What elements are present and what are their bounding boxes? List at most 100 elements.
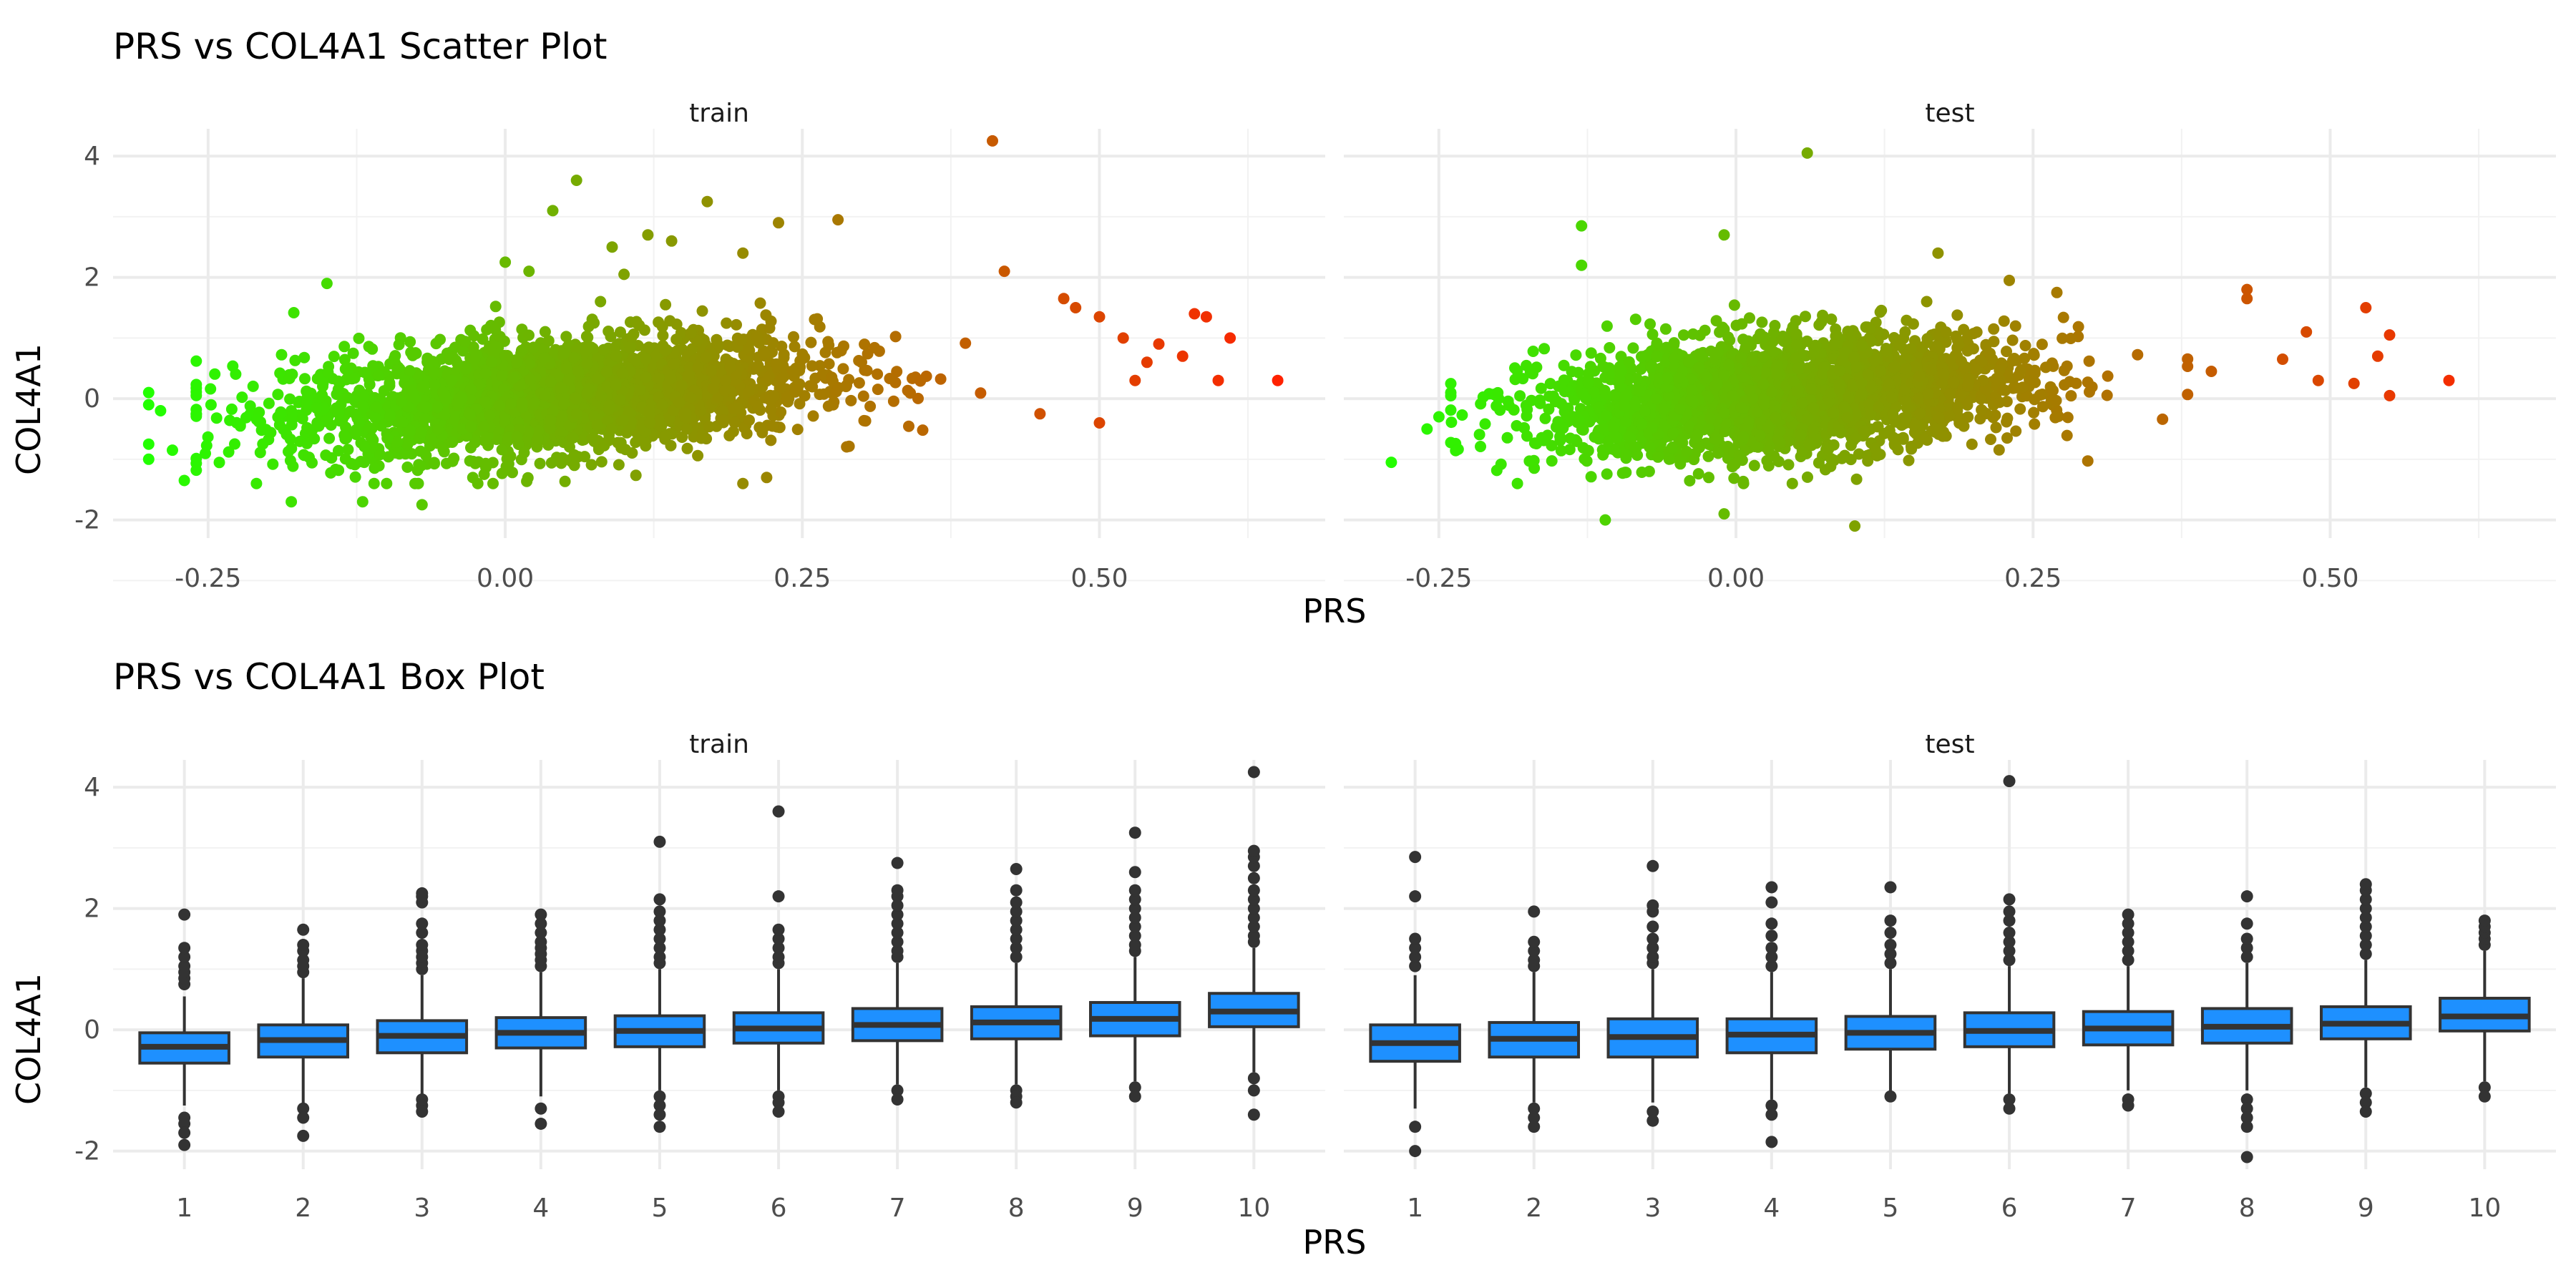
scatter-point: [350, 408, 361, 420]
scatter-point: [465, 421, 477, 433]
scatter-point: [670, 318, 683, 331]
scatter-point: [317, 380, 328, 392]
scatter-point: [1588, 386, 1600, 399]
scatter-point: [496, 444, 508, 456]
scatter-point: [469, 436, 481, 449]
scatter-point: [643, 341, 655, 353]
scatter-point: [2057, 311, 2069, 323]
scatter-point: [347, 347, 359, 359]
scatter-point: [668, 404, 680, 416]
scatter-point: [348, 372, 361, 384]
scatter-point: [1962, 411, 1974, 423]
scatter-point: [805, 336, 817, 348]
scatter-point: [456, 393, 468, 404]
scatter-point: [1479, 418, 1491, 430]
scatter-point: [562, 374, 575, 386]
scatter-point: [1714, 326, 1726, 338]
scatter-point: [1604, 342, 1616, 353]
scatter-point: [236, 391, 248, 404]
scatter-point: [190, 389, 203, 401]
scatter-point: [1869, 442, 1881, 454]
scatter-point: [2028, 406, 2040, 419]
scatter-point: [791, 424, 804, 436]
scatter-point: [479, 457, 492, 469]
scatter-point: [545, 457, 557, 469]
scatter-point: [356, 496, 369, 508]
scatter-point: [1492, 386, 1504, 399]
scatter-point: [1034, 408, 1046, 420]
scatter-point: [332, 375, 344, 387]
scatter-point: [439, 409, 451, 421]
scatter-point: [491, 434, 502, 445]
scatter-point: [523, 265, 535, 278]
scatter-point: [884, 373, 896, 384]
scatter-point: [2182, 361, 2194, 372]
scatter-point: [544, 422, 556, 434]
scatter-point: [1473, 429, 1485, 441]
scatter-point: [230, 368, 242, 380]
scatter-point: [244, 400, 256, 412]
scatter-point: [339, 453, 351, 465]
scatter-point: [856, 356, 867, 369]
scatter-point: [2057, 332, 2069, 344]
scatter-point: [223, 446, 235, 458]
scatter-point: [209, 368, 221, 380]
scatter-point: [832, 381, 844, 394]
scatter-point: [737, 477, 749, 489]
scatter-point: [1598, 423, 1610, 435]
scatter-point: [431, 401, 444, 414]
scatter-point: [835, 345, 847, 357]
scatter-point: [845, 394, 857, 406]
scatter-point: [1615, 351, 1627, 363]
scatter-point: [1635, 363, 1647, 375]
scatter-point: [765, 404, 777, 416]
scatter-point: [673, 396, 686, 409]
scatter-point: [289, 354, 301, 366]
scatter-point: [511, 431, 523, 443]
scatter-point: [2001, 432, 2013, 444]
scatter-point: [397, 416, 409, 428]
scatter-point: [1748, 459, 1760, 472]
scatter-point: [1807, 402, 1820, 414]
scatter-point: [205, 383, 217, 395]
scatter-point: [534, 457, 546, 469]
scatter-point: [323, 432, 336, 444]
scatter-point: [1212, 374, 1224, 386]
scatter-point: [406, 349, 419, 361]
scatter-point: [427, 366, 439, 379]
scatter-point: [630, 355, 642, 366]
scatter-point: [202, 431, 214, 443]
scatter-point: [1450, 444, 1462, 457]
scatter-point: [1862, 455, 1874, 467]
scatter-point: [770, 358, 782, 370]
scatter-point: [789, 386, 801, 398]
scatter-point: [2029, 376, 2041, 389]
scatter-point: [190, 355, 203, 367]
scatter-point: [583, 383, 595, 394]
panel-grid: [1344, 129, 2556, 582]
scatter-point: [889, 331, 902, 343]
scatter-point: [1998, 315, 2010, 327]
scatter-point: [756, 426, 769, 439]
scatter-point: [861, 364, 873, 376]
scatter-point: [754, 297, 766, 309]
scatter-point: [468, 330, 480, 342]
scatter-point: [555, 381, 567, 394]
scatter-point: [1129, 374, 1141, 386]
scatter-point: [325, 419, 337, 431]
scatter-point: [665, 235, 678, 247]
scatter-point: [1495, 458, 1507, 470]
scatter-point: [457, 345, 469, 357]
scatter-point: [1994, 396, 2006, 409]
scatter-point: [406, 384, 418, 396]
x-tick-label: 0.50: [1070, 564, 1128, 593]
scatter-point: [516, 401, 528, 413]
scatter-point: [935, 373, 947, 385]
scatter-point: [728, 402, 740, 414]
scatter-point: [288, 307, 300, 318]
scatter-point: [1568, 394, 1581, 406]
scatter-point: [556, 410, 568, 422]
scatter-point: [190, 379, 203, 391]
